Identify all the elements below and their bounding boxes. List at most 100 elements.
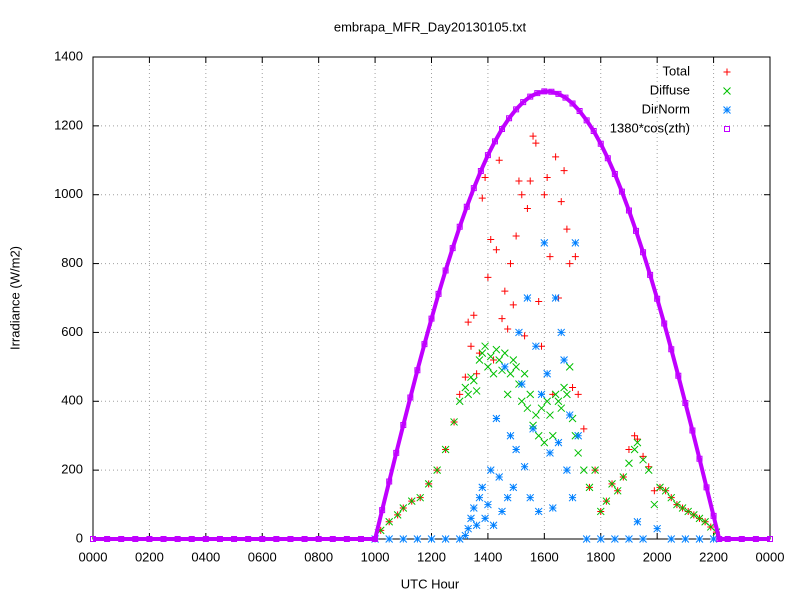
data-point: [703, 484, 710, 491]
y-tick-label: 1400: [54, 48, 83, 63]
data-point: [416, 493, 425, 502]
data-point: [450, 418, 458, 426]
data-point: [673, 500, 681, 509]
data-point: [489, 369, 498, 378]
y-tick-label: 0: [76, 530, 83, 545]
data-point: [424, 480, 433, 488]
data-point: [557, 328, 566, 337]
data-point: [526, 493, 535, 502]
data-point: [463, 203, 470, 210]
legend-label: 1380*cos(zth): [610, 120, 690, 135]
data-point: [469, 376, 478, 385]
data-point: [574, 449, 583, 457]
data-point: [513, 106, 520, 113]
data-point: [287, 536, 294, 542]
data-point: [435, 290, 442, 297]
data-point: [484, 273, 492, 281]
data-point: [661, 486, 670, 495]
data-point: [484, 500, 492, 509]
series: [371, 239, 718, 543]
data-point: [532, 411, 540, 419]
y-tick-label: 200: [61, 462, 83, 477]
y-tick-label: 400: [61, 393, 83, 408]
data-point: [399, 535, 408, 543]
data-point: [506, 431, 515, 440]
data-point: [372, 536, 379, 542]
data-point: [566, 260, 574, 268]
data-point: [467, 514, 475, 523]
data-point: [486, 352, 495, 361]
data-point: [498, 507, 506, 516]
data-point: [503, 390, 512, 399]
data-point: [695, 514, 704, 523]
data-point: [546, 253, 554, 261]
data-point: [560, 356, 568, 364]
data-point: [554, 397, 563, 406]
data-point: [464, 318, 472, 326]
data-point: [554, 438, 563, 447]
data-point: [489, 521, 498, 530]
data-point: [565, 363, 574, 371]
data-point: [393, 449, 400, 456]
data-point: [596, 535, 605, 543]
data-point: [506, 369, 515, 378]
data-point: [548, 431, 557, 440]
data-point: [385, 517, 394, 526]
data-point: [512, 232, 520, 240]
data-point: [597, 140, 604, 147]
data-point: [653, 524, 662, 533]
data-point: [639, 452, 647, 460]
x-tick-label: 2000: [643, 549, 672, 564]
data-point: [501, 287, 509, 295]
data-point: [475, 356, 484, 364]
data-point: [160, 536, 167, 542]
data-point: [541, 88, 548, 95]
data-point: [689, 511, 698, 519]
data-point: [495, 156, 503, 164]
data-point: [472, 521, 481, 530]
data-point: [504, 325, 512, 333]
data-point: [557, 404, 566, 413]
data-point: [512, 445, 520, 454]
data-point: [495, 356, 504, 364]
data-point: [526, 177, 534, 185]
data-point: [421, 341, 428, 348]
data-point: [492, 345, 501, 354]
data-point: [543, 369, 552, 378]
data-point: [543, 174, 551, 181]
data-point: [590, 128, 597, 135]
data-point: [716, 536, 723, 542]
data-point: [537, 404, 546, 413]
data-point: [442, 267, 449, 274]
data-point: [661, 320, 668, 327]
data-point: [546, 449, 554, 457]
data-point: [385, 535, 394, 543]
data-point: [379, 507, 386, 514]
data-point: [455, 535, 464, 543]
data-point: [500, 349, 509, 357]
series: [376, 342, 721, 536]
data-point: [633, 435, 641, 443]
data-point: [481, 514, 489, 523]
data-point: [574, 431, 583, 440]
data-point: [455, 397, 464, 406]
data-point: [667, 493, 676, 502]
data-point: [470, 185, 477, 192]
data-point: [752, 536, 759, 542]
data-point: [562, 94, 569, 101]
data-point: [529, 424, 537, 433]
data-point: [118, 536, 125, 542]
data-point: [461, 531, 470, 540]
data-point: [456, 390, 464, 398]
data-point: [565, 411, 574, 419]
data-point: [548, 504, 557, 512]
data-point: [532, 342, 540, 351]
data-point: [518, 191, 526, 199]
x-tick-label: 1800: [586, 549, 615, 564]
data-point: [709, 535, 718, 543]
data-point: [449, 245, 456, 252]
data-point: [475, 493, 484, 502]
data-point: [583, 117, 590, 124]
data-point: [301, 536, 308, 542]
